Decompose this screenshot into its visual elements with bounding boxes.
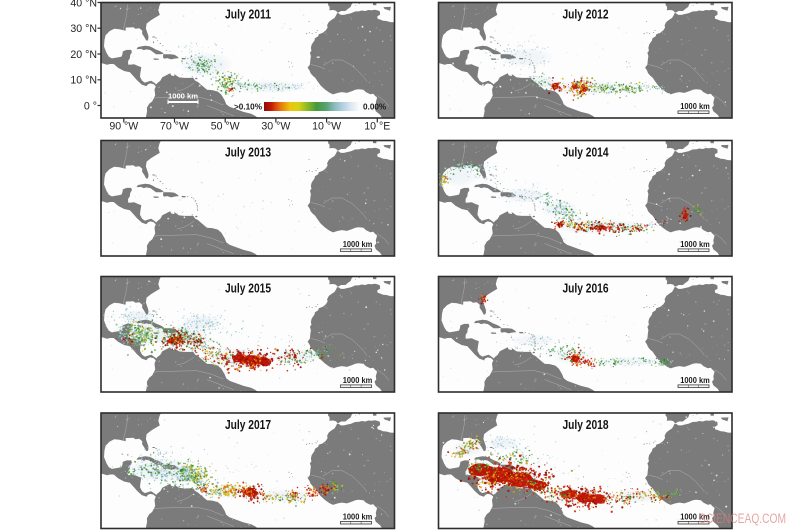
svg-text:1000 km: 1000 km	[680, 376, 710, 385]
svg-text:July 2014: July 2014	[563, 144, 610, 159]
svg-text:1000 km: 1000 km	[680, 240, 710, 249]
svg-text:1000 km: 1000 km	[343, 240, 373, 249]
svg-text:1000 km: 1000 km	[343, 376, 373, 385]
svg-text:>0.10%: >0.10%	[234, 103, 263, 112]
svg-text:July 2013: July 2013	[225, 144, 271, 159]
svg-text:1000 km: 1000 km	[168, 92, 198, 101]
svg-text:1000 km: 1000 km	[680, 102, 710, 111]
svg-text:July 2015: July 2015	[225, 280, 271, 295]
svg-text:July 2016: July 2016	[563, 280, 609, 295]
svg-text:0.00%: 0.00%	[363, 103, 387, 112]
svg-text:July 2012: July 2012	[563, 6, 609, 21]
svg-text:July 2011: July 2011	[225, 6, 271, 21]
